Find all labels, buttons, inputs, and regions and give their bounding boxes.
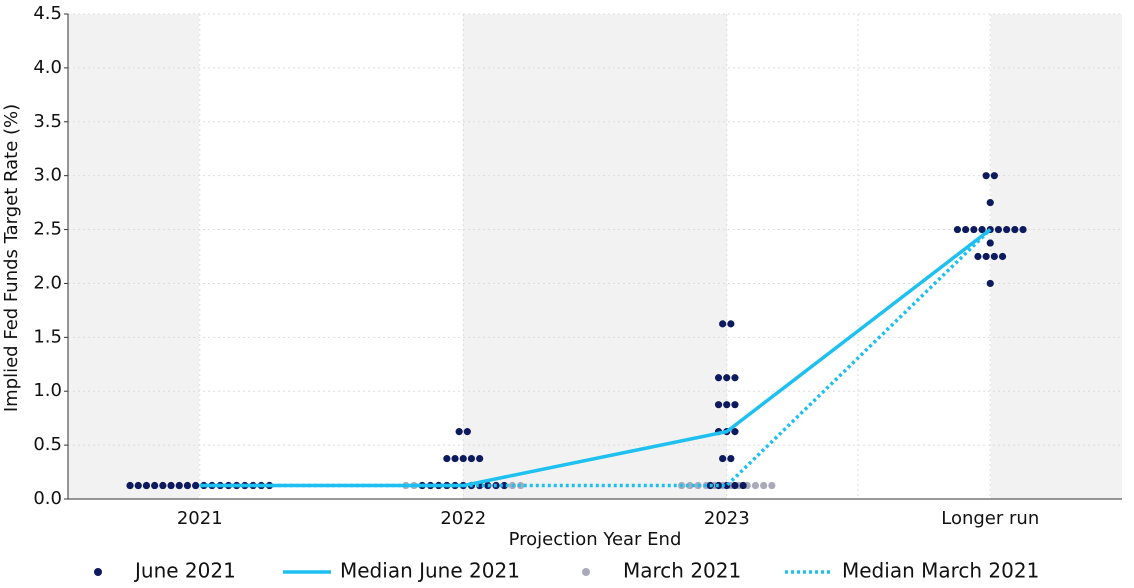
- dot: [463, 428, 471, 436]
- legend-marker: [582, 568, 590, 576]
- dot: [151, 481, 159, 490]
- band: [463, 14, 727, 499]
- dot: [739, 481, 747, 490]
- dot: [998, 252, 1007, 261]
- dot: [192, 481, 200, 490]
- dot: [986, 279, 994, 288]
- dot: [1011, 225, 1019, 234]
- x-tick-label: 2021: [177, 508, 223, 529]
- dot: [986, 199, 994, 207]
- dot: [476, 454, 484, 463]
- x-tick-label: 2022: [440, 508, 486, 529]
- y-tick-label: 1.0: [33, 380, 62, 401]
- y-tick-label: 4.5: [33, 3, 62, 24]
- y-tick-label: 3.5: [33, 111, 62, 132]
- x-tick-label: Longer run: [941, 508, 1039, 529]
- y-tick-label: 2.5: [33, 219, 62, 240]
- dot: [982, 172, 990, 180]
- dot: [727, 320, 735, 328]
- dot: [719, 454, 727, 463]
- legend-label: March 2021: [623, 559, 741, 583]
- dot: [159, 481, 167, 490]
- dot: [459, 454, 467, 463]
- dot: [686, 481, 694, 490]
- dot: [731, 374, 739, 382]
- dot: [986, 239, 994, 247]
- dot: [731, 428, 739, 436]
- dot: [443, 454, 451, 463]
- dot: [467, 454, 476, 463]
- y-tick-label: 2.0: [33, 272, 62, 293]
- dot: [134, 481, 142, 490]
- y-tick-label: 3.0: [33, 165, 62, 186]
- band: [991, 14, 1122, 499]
- dot: [175, 481, 183, 490]
- dot: [723, 401, 731, 409]
- dot: [1019, 225, 1027, 234]
- dot: [714, 374, 723, 382]
- band: [68, 14, 199, 499]
- legend-label: Median March 2021: [842, 559, 1039, 583]
- dot: [731, 401, 739, 409]
- dot: [990, 172, 998, 180]
- dot: [751, 481, 760, 490]
- y-axis-title: Implied Fed Funds Target Rate (%): [1, 104, 22, 412]
- median-line: [199, 228, 992, 488]
- x-tick-label: 2023: [704, 508, 750, 529]
- dot: [1003, 225, 1011, 234]
- dot: [142, 481, 151, 490]
- dot: [962, 225, 970, 234]
- dot: [974, 252, 982, 261]
- dot: [714, 401, 723, 409]
- legend: June 2021 Median June 2021 March 2021 Media…: [94, 559, 1039, 583]
- legend-label: Median June 2021: [340, 559, 520, 583]
- dot: [727, 454, 735, 463]
- y-tick-label: 4.0: [33, 57, 62, 78]
- y-tick-label: 0.5: [33, 434, 62, 455]
- legend-marker: [94, 568, 102, 576]
- dot: [500, 481, 508, 490]
- dot: [719, 320, 727, 328]
- x-axis-title: Projection Year End: [509, 529, 682, 550]
- dot: [953, 225, 962, 234]
- dot: [731, 481, 739, 490]
- dot: [982, 252, 990, 261]
- median-line: [199, 228, 992, 488]
- dot: [978, 225, 986, 234]
- legend-label: June 2021: [133, 559, 236, 583]
- dot: [768, 481, 776, 490]
- dot: [126, 481, 134, 490]
- dot: [760, 481, 768, 490]
- dot: [994, 225, 1003, 234]
- dot: [167, 481, 175, 490]
- dot: [455, 428, 463, 436]
- y-tick-label: 1.5: [33, 326, 62, 347]
- dot: [723, 374, 731, 382]
- y-tick-label: 0.0: [33, 488, 62, 509]
- dot: [183, 481, 192, 490]
- dot: [970, 225, 978, 234]
- dot: [990, 252, 998, 261]
- dot: [451, 454, 459, 463]
